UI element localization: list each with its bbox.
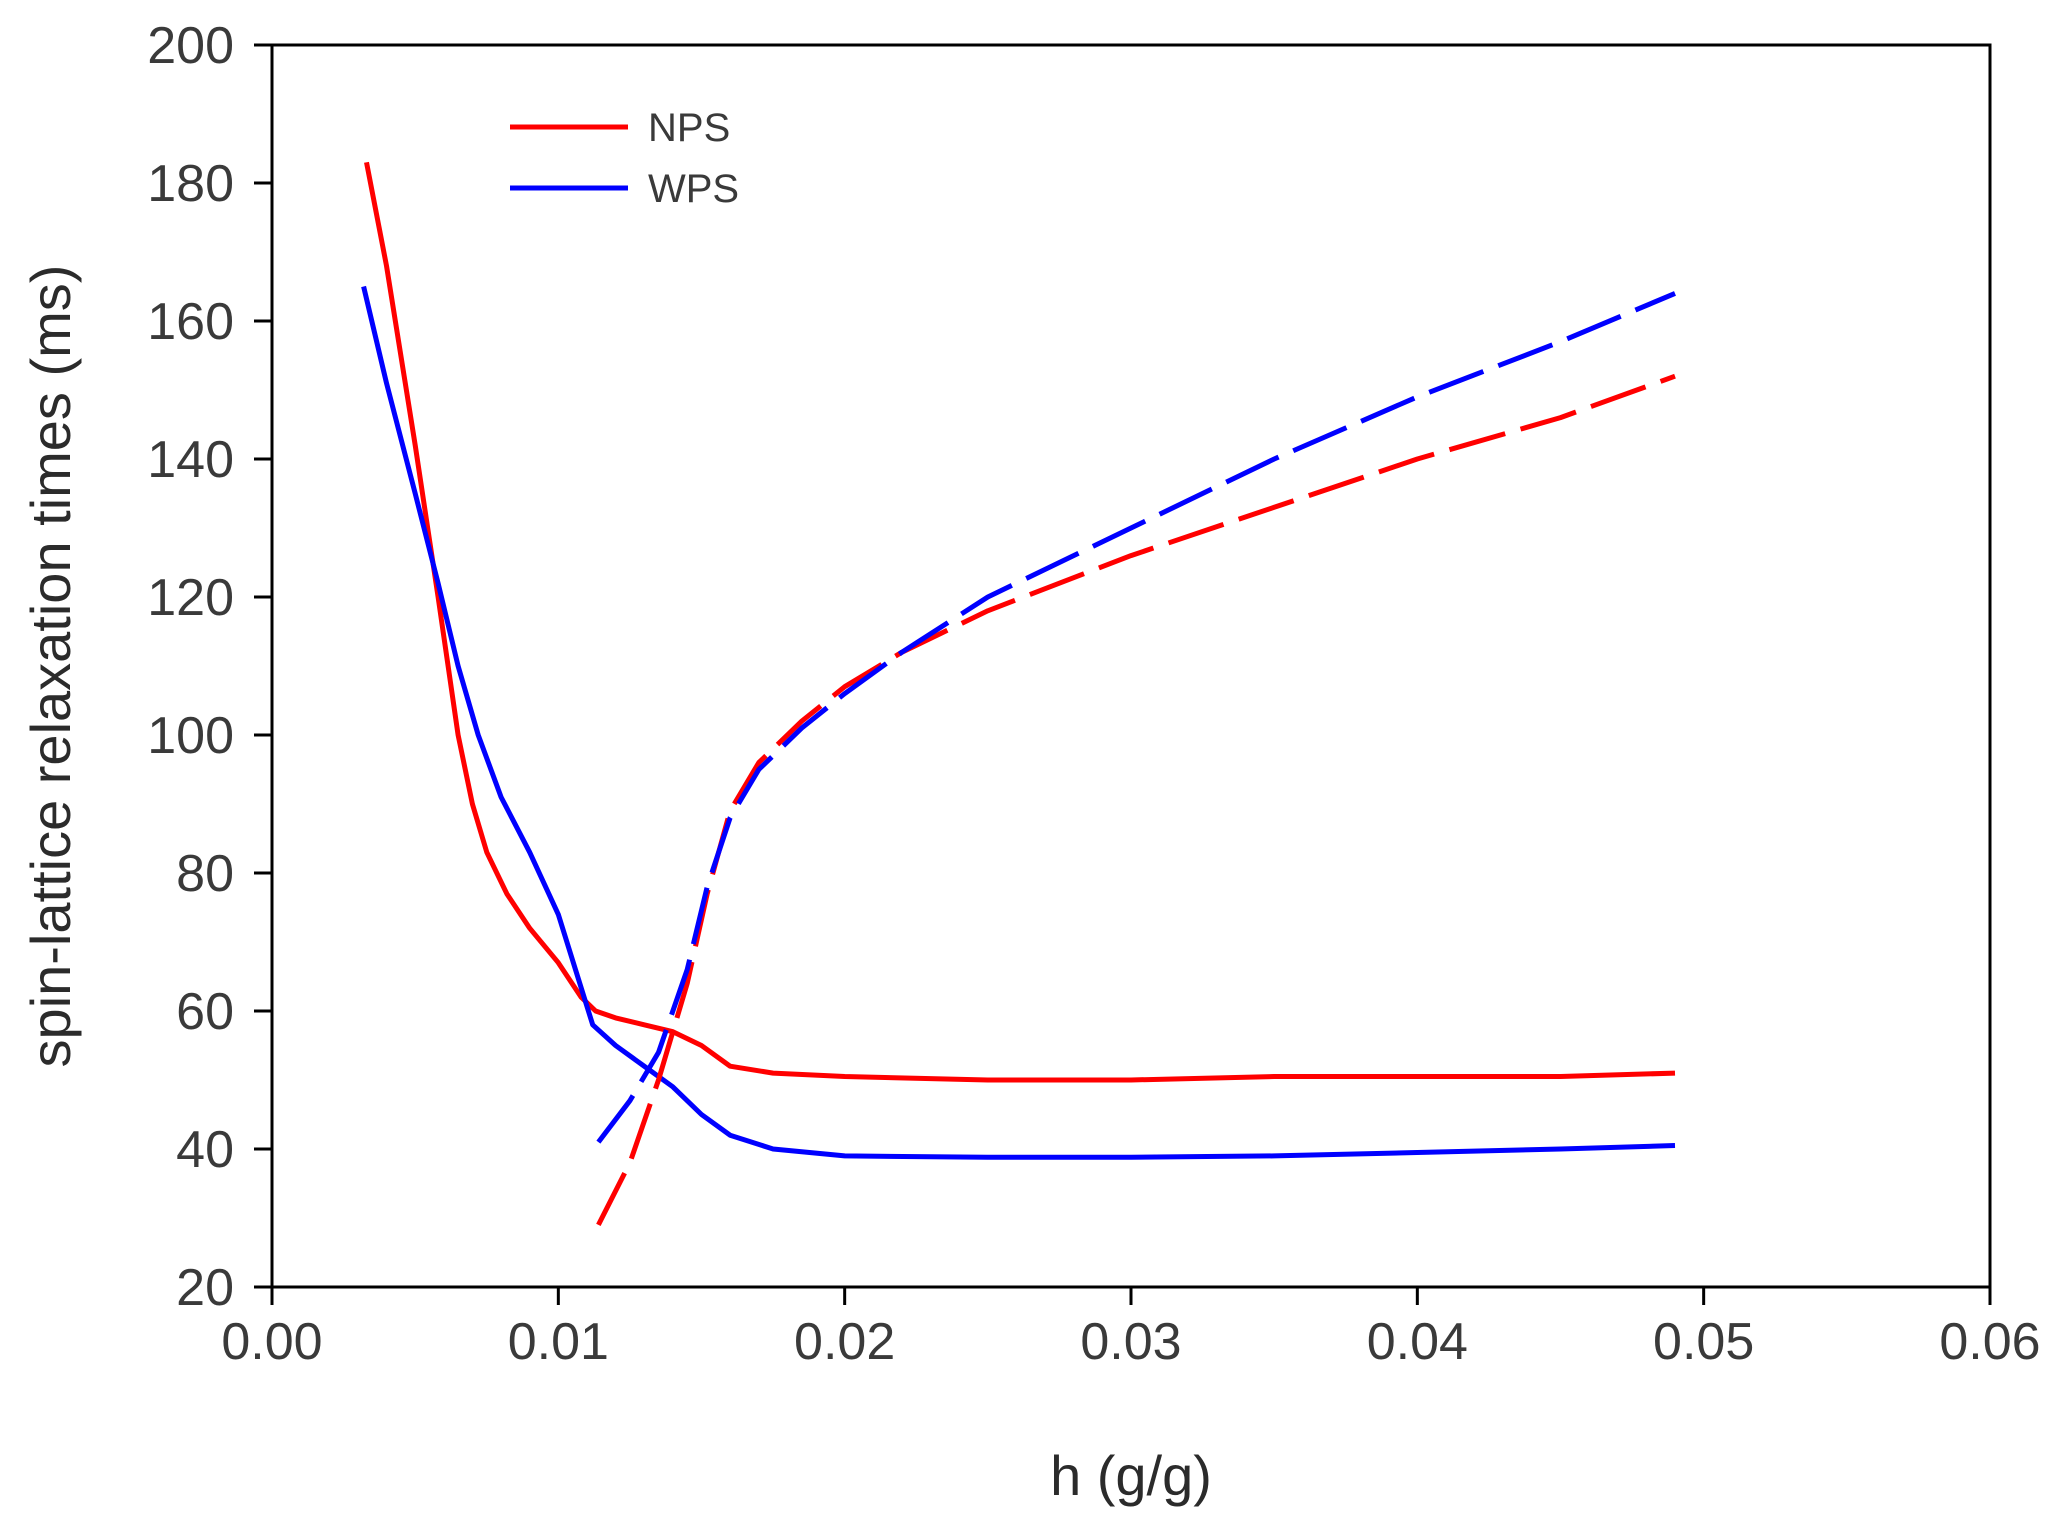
x-tick-label: 0.05 [1653,1313,1754,1371]
x-tick-label: 0.03 [1080,1313,1181,1371]
x-tick-label: 0.02 [794,1313,895,1371]
y-tick-label: 200 [147,17,234,75]
x-tick-label: 0.01 [508,1313,609,1371]
y-tick-label: 40 [176,1121,234,1179]
legend: NPS WPS [510,106,739,211]
plot-frame [270,43,1992,1289]
x-axis-title: h (g/g) [1050,1444,1212,1507]
series-line-nps-dashed [596,373,1676,1227]
series-layer [361,161,1676,1227]
legend-label-wps: WPS [648,167,739,211]
y-tick-label: 120 [147,569,234,627]
x-tick-label: 0.00 [221,1313,322,1371]
y-tick-label: 140 [147,431,234,489]
ticks-layer: 0.00 0.01 0.02 0.03 0.04 0.05 0.06 20 40 60 80 100 1… [147,17,2040,1371]
series-line-wps-solid [361,285,1676,1160]
y-tick-label: 160 [147,293,234,351]
x-tick-label: 0.04 [1367,1313,1468,1371]
y-tick-label: 180 [147,155,234,213]
x-tick-label: 0.06 [1939,1313,2040,1371]
y-tick-label: 20 [176,1259,234,1317]
legend-label-nps: NPS [648,106,730,150]
y-axis-title: spin-lattice relaxation times (ms) [19,265,82,1068]
series-line-nps-solid [364,161,1676,1083]
y-tick-label: 60 [176,983,234,1041]
y-tick-label: 100 [147,707,234,765]
y-tick-label: 80 [176,845,234,903]
series-line-wps-dashed [596,291,1676,1144]
